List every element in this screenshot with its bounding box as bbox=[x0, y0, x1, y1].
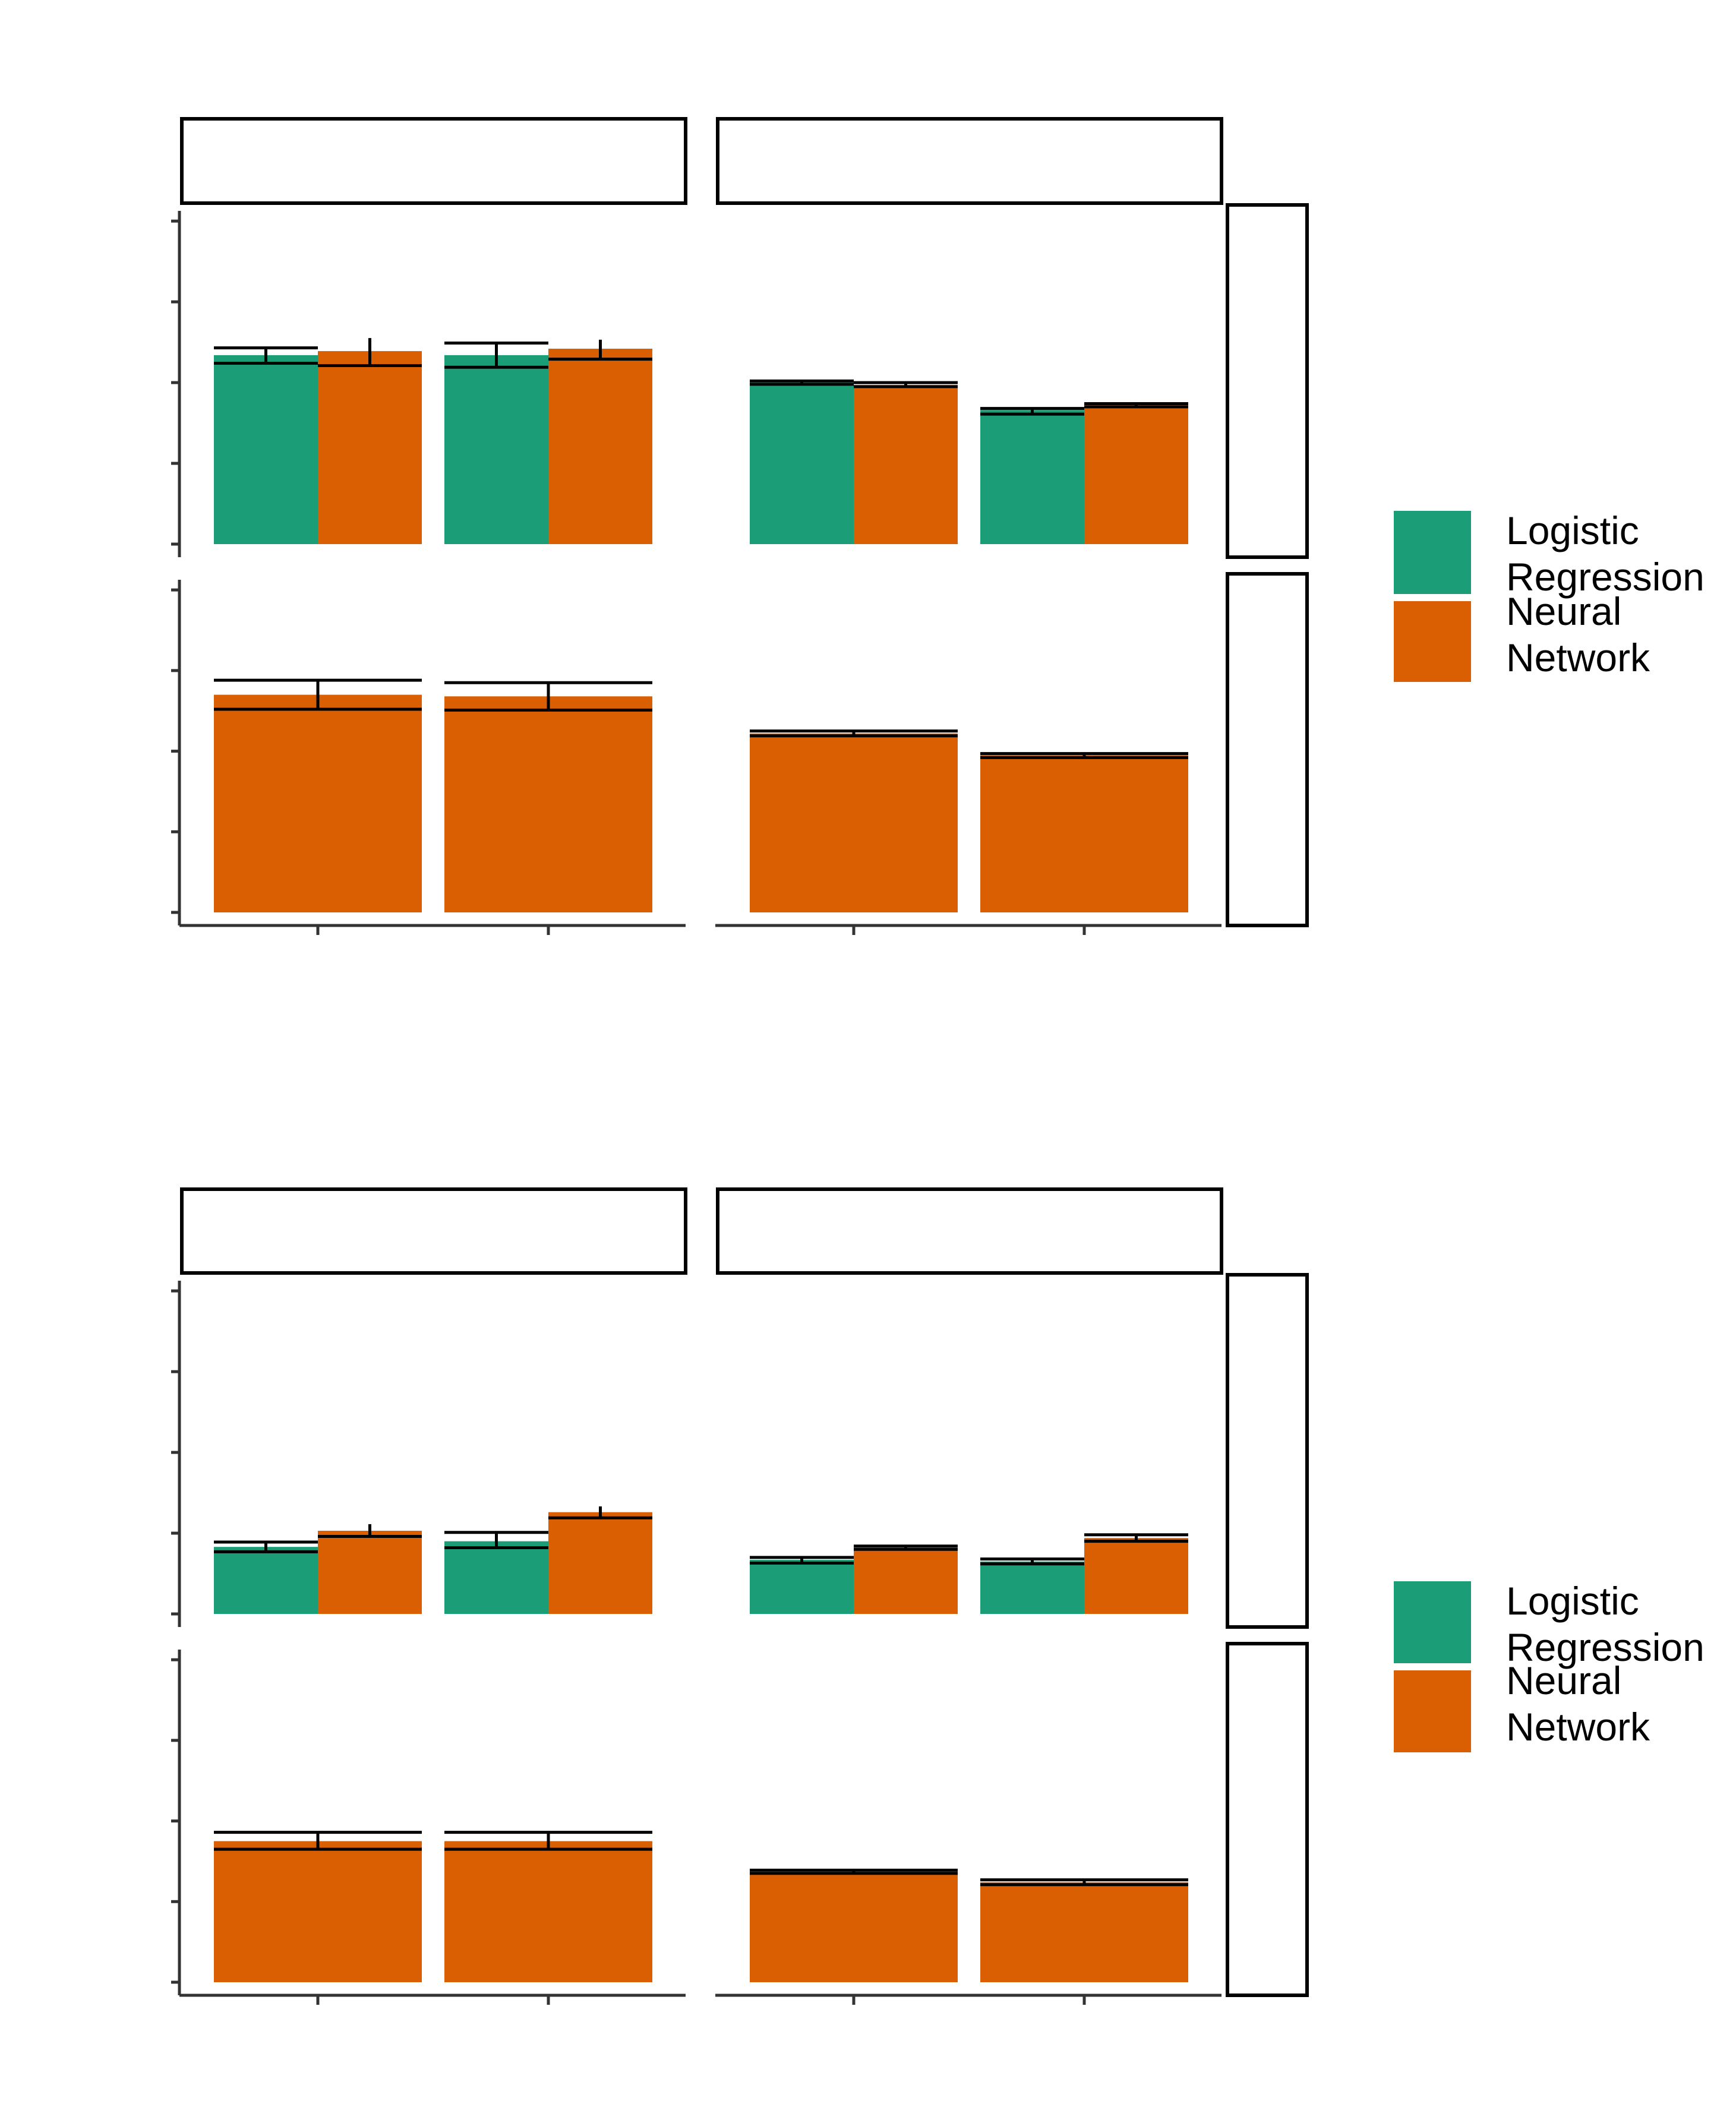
row-strip-binary bbox=[1226, 203, 1309, 559]
bar-logistic-regression bbox=[750, 1559, 854, 1614]
error-bar bbox=[444, 681, 652, 712]
column-strip-train bbox=[716, 117, 1223, 205]
bar-neural-network bbox=[980, 1882, 1188, 1982]
error-bar bbox=[750, 1556, 854, 1565]
error-bar bbox=[854, 381, 958, 388]
legend-key-logistic-regression bbox=[1394, 511, 1471, 594]
error-bar bbox=[750, 1868, 958, 1875]
bar-neural-network bbox=[548, 1512, 652, 1614]
error-bar bbox=[214, 1831, 422, 1851]
bar-neural-network bbox=[854, 1547, 958, 1614]
row-strip-specific bbox=[1226, 1642, 1309, 1997]
bar-logistic-regression bbox=[214, 1547, 318, 1614]
error-bar bbox=[980, 407, 1084, 416]
error-bar bbox=[980, 1558, 1084, 1566]
bar-logistic-regression bbox=[444, 1541, 548, 1614]
bar-neural-network bbox=[214, 694, 422, 912]
bar-neural-network bbox=[548, 348, 652, 544]
legend-key-neural-network bbox=[1394, 601, 1471, 682]
error-bar bbox=[318, 335, 422, 368]
bar-neural-network bbox=[750, 1872, 958, 1982]
error-bar bbox=[444, 1831, 652, 1851]
bar-neural-network bbox=[750, 733, 958, 912]
error-bar bbox=[1084, 1533, 1188, 1543]
error-bar bbox=[318, 1521, 422, 1538]
bar-logistic-regression bbox=[980, 410, 1084, 544]
error-bar bbox=[214, 1540, 318, 1553]
error-bar bbox=[444, 341, 548, 369]
error-bar bbox=[548, 336, 652, 361]
error-bar bbox=[548, 1503, 652, 1519]
legend-label-logistic-regression: Logistic Regression bbox=[1506, 508, 1705, 599]
legend-key-logistic-regression bbox=[1394, 1581, 1471, 1663]
error-bar bbox=[214, 678, 422, 711]
bar-neural-network bbox=[1084, 405, 1188, 544]
error-bar bbox=[980, 1878, 1188, 1887]
bar-neural-network bbox=[854, 385, 958, 544]
bar-neural-network bbox=[214, 1841, 422, 1982]
row-strip-specific bbox=[1226, 572, 1309, 927]
bar-logistic-regression bbox=[214, 355, 318, 544]
bar-neural-network bbox=[444, 1841, 652, 1982]
column-strip-test bbox=[180, 1187, 687, 1275]
bar-logistic-regression bbox=[444, 355, 548, 544]
column-strip-train bbox=[716, 1187, 1223, 1275]
error-bar bbox=[214, 346, 318, 365]
column-strip-test bbox=[180, 117, 687, 205]
legend-key-neural-network bbox=[1394, 1670, 1471, 1752]
bar-logistic-regression bbox=[980, 1561, 1084, 1614]
legend-label-neural-network: Neural Network bbox=[1506, 589, 1650, 680]
bar-neural-network bbox=[318, 1530, 422, 1614]
error-bar bbox=[750, 379, 854, 386]
row-strip-binary bbox=[1226, 1273, 1309, 1629]
error-bar bbox=[1084, 402, 1188, 409]
bar-logistic-regression bbox=[750, 383, 854, 544]
error-bar bbox=[444, 1531, 548, 1550]
bar-neural-network bbox=[980, 755, 1188, 912]
error-bar bbox=[980, 752, 1188, 759]
legend-label-neural-network: Neural Network bbox=[1506, 1658, 1650, 1749]
legend-label-logistic-regression: Logistic Regression bbox=[1506, 1579, 1705, 1669]
error-bar bbox=[750, 729, 958, 738]
bar-neural-network bbox=[444, 696, 652, 912]
bar-neural-network bbox=[318, 351, 422, 544]
error-bar bbox=[854, 1544, 958, 1551]
bar-neural-network bbox=[1084, 1538, 1188, 1614]
